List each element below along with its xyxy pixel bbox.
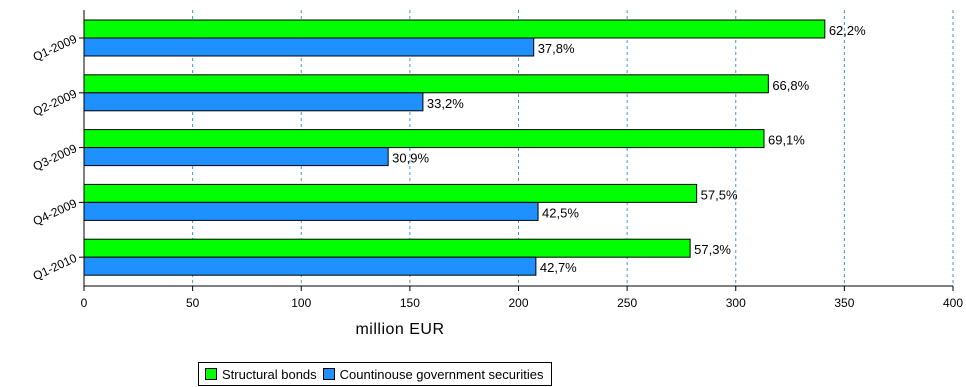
x-tick-label: 150	[400, 296, 420, 310]
data-label: 33,2%	[427, 96, 464, 111]
x-tick-labels: 0 50 100 150 200 250 300 350 400	[81, 286, 963, 310]
data-label: 62,2%	[829, 23, 866, 38]
legend-swatch-government-securities	[322, 368, 335, 380]
bar-chart: 0 50 100 150 200 250 300 350 400 Q1-2009Q2-2009Q…	[31, 10, 963, 338]
category-label: Q2-2009	[31, 86, 80, 119]
bar-government-securities	[83, 256, 537, 276]
legend-item-structural-bonds: Structural bonds	[205, 367, 317, 382]
data-label: 42,7%	[540, 260, 577, 275]
x-tick-label: 200	[508, 296, 528, 310]
x-tick-label: 250	[617, 296, 637, 310]
data-label: 66,8%	[772, 78, 809, 93]
x-tick-label: 300	[726, 296, 746, 310]
bar-government-securities	[83, 92, 424, 112]
x-tick-label: 400	[943, 296, 963, 310]
x-tick-label: 50	[186, 296, 200, 310]
x-tick-label: 100	[291, 296, 311, 310]
category-label: Q4-2009	[31, 196, 80, 229]
data-label: 69,1%	[768, 133, 805, 148]
bar-structural-bonds	[83, 238, 691, 258]
bar-government-securities	[83, 201, 539, 221]
data-label: 37,8%	[538, 41, 575, 56]
x-tick-label: 350	[834, 296, 854, 310]
data-label: 57,3%	[694, 242, 731, 257]
category-labels: Q1-2009 Q2-2009 Q3-2009 Q4-2009 Q1-2010	[31, 32, 84, 284]
data-labels: 62,2% 37,8% 66,8% 33,2% 69,1% 30,9% 57,5% 42,5%…	[392, 23, 866, 275]
legend: Structural bonds Countinouse government …	[198, 362, 553, 386]
data-label: 57,5%	[701, 187, 738, 202]
bar-government-securities	[83, 37, 535, 57]
x-axis-title: million EUR	[355, 321, 444, 338]
data-label: 42,5%	[542, 205, 579, 220]
category-label: Q1-2009	[31, 32, 80, 65]
bar-government-securities	[83, 147, 389, 167]
x-tick-label: 0	[81, 296, 88, 310]
bar-structural-bonds	[83, 129, 765, 149]
legend-swatch-structural-bonds	[205, 368, 217, 380]
category-label: Q1-2010	[31, 251, 80, 284]
bar-structural-bonds	[83, 74, 769, 94]
legend-label-structural-bonds: Structural bonds	[222, 366, 317, 382]
legend-item-government-securities: Countinouse government securities	[322, 366, 544, 382]
bars	[83, 19, 826, 276]
category-label: Q3-2009	[31, 141, 80, 174]
data-label: 30,9%	[392, 151, 429, 166]
legend-label-government-securities: Countinouse government securities	[339, 366, 544, 382]
bar-structural-bonds	[83, 19, 826, 39]
bar-structural-bonds	[83, 183, 698, 203]
